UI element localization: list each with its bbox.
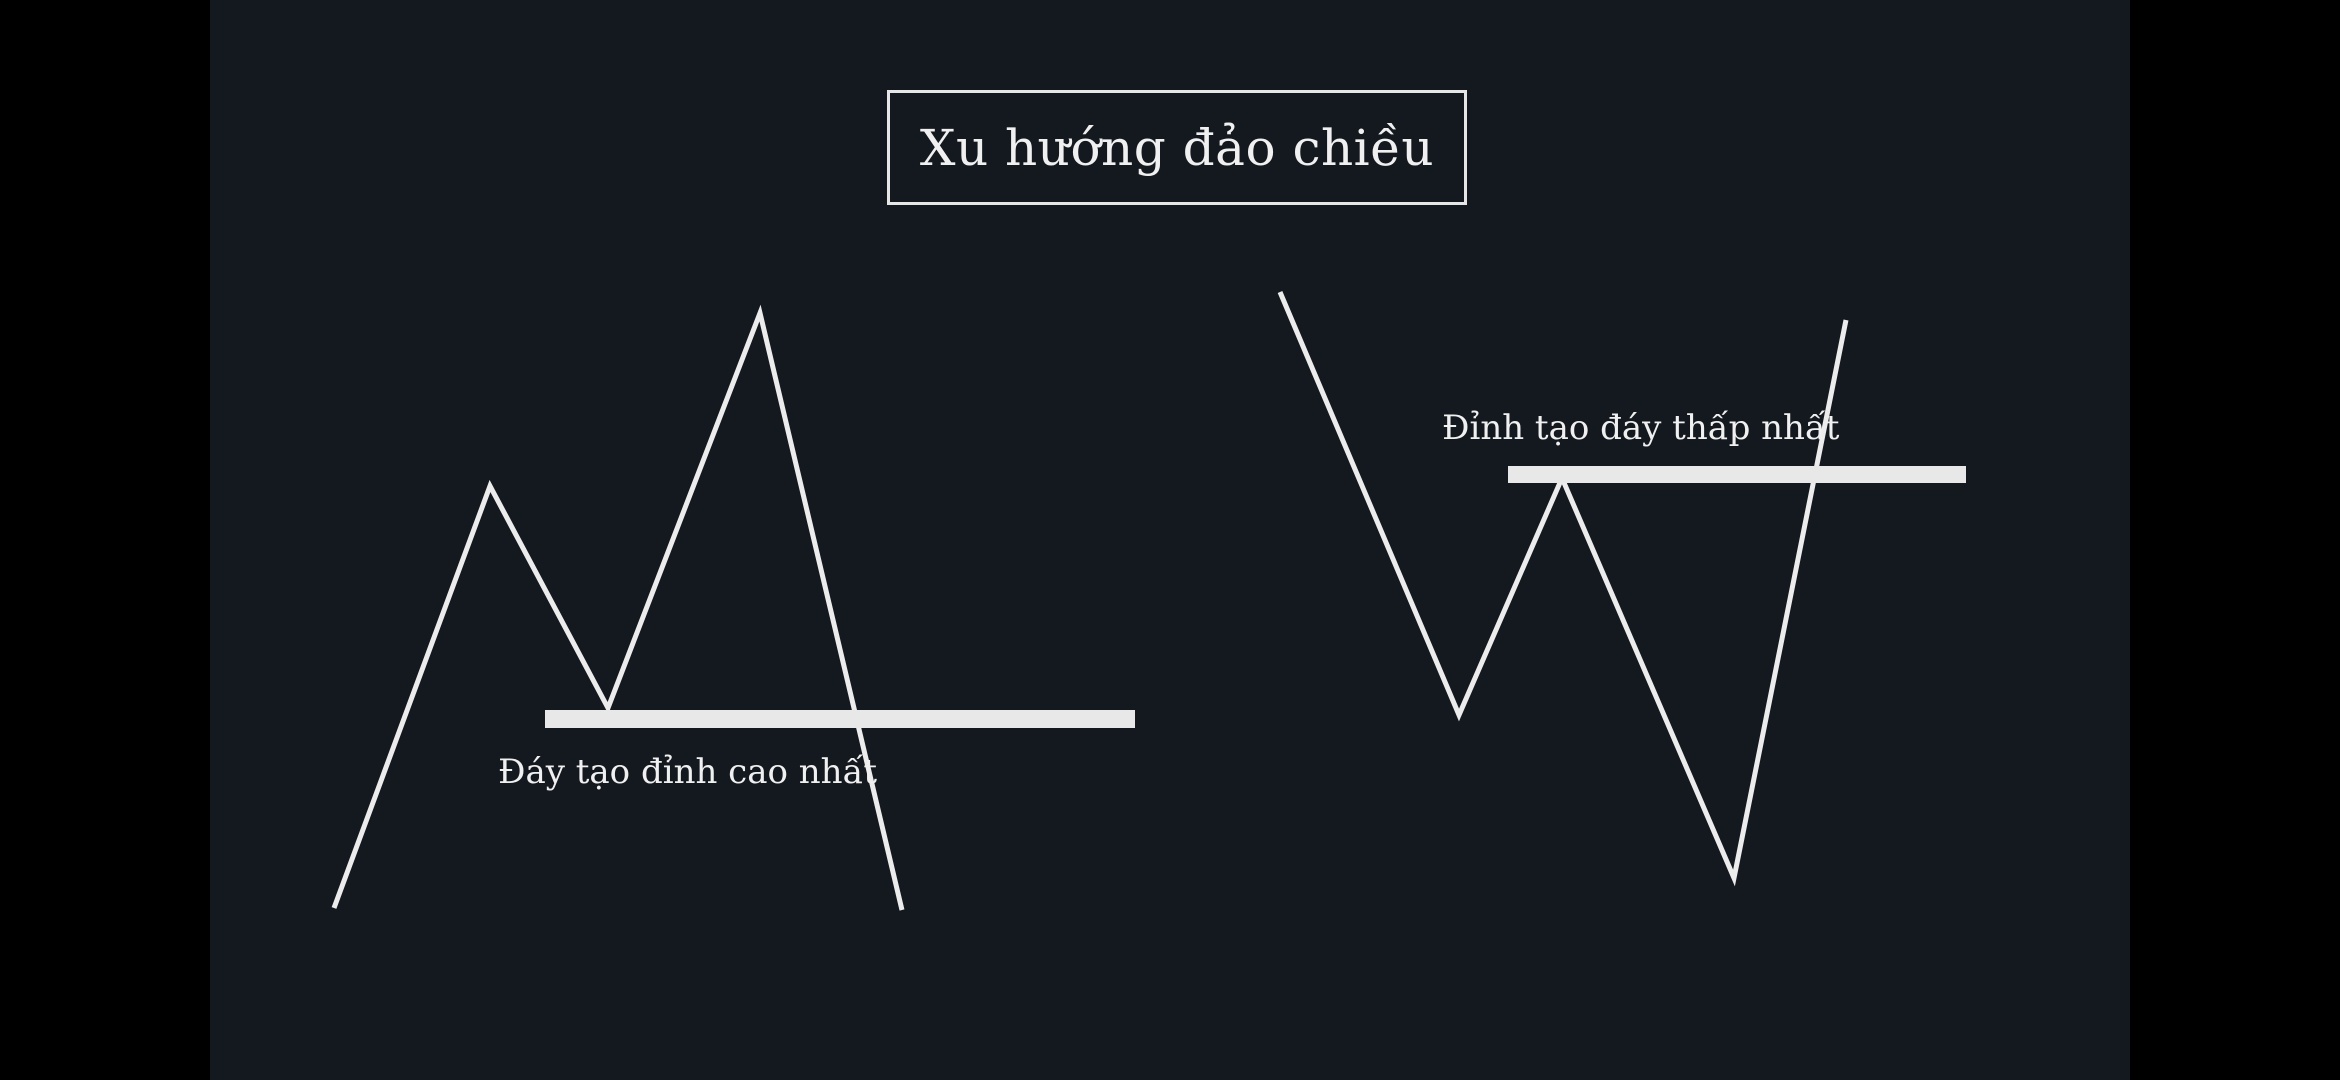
slide-title-box: Xu hướng đảo chiều xyxy=(887,90,1467,205)
slide-title: Xu hướng đảo chiều xyxy=(919,118,1435,177)
right-price-line xyxy=(1277,291,1849,887)
left-pattern: Đáy tạo đỉnh cao nhất xyxy=(331,304,1135,911)
right-pattern-label: Đỉnh tạo đáy thấp nhất xyxy=(1442,408,1840,448)
left-pattern-label: Đáy tạo đỉnh cao nhất xyxy=(498,752,877,792)
slide-canvas xyxy=(210,0,2130,1080)
left-price-line xyxy=(331,304,905,911)
left-support-level xyxy=(545,710,1135,728)
right-pattern: Đỉnh tạo đáy thấp nhất xyxy=(1277,291,1966,887)
right-resistance-level xyxy=(1508,466,1966,483)
